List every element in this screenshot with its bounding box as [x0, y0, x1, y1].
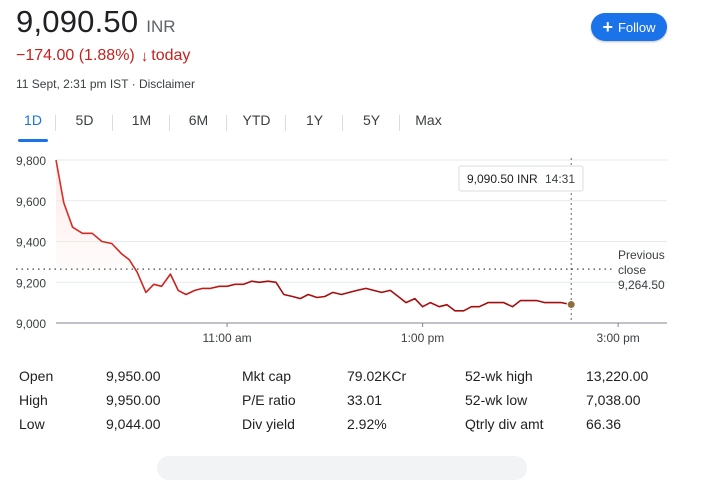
price-area: [56, 160, 572, 270]
stat-label-52wk-low: 52-wk low: [465, 392, 528, 408]
stat-label-mkt-cap: Mkt cap: [242, 368, 292, 384]
change-period: today: [151, 47, 191, 64]
stat-label-pe-ratio: P/E ratio: [242, 392, 296, 408]
previous-close-label: Previous: [618, 248, 665, 262]
tab-max[interactable]: Max: [400, 112, 457, 136]
tab-label: 1M: [131, 112, 152, 128]
x-tick-label: 3:00 pm: [596, 331, 639, 345]
y-tick-label: 9,000: [16, 317, 46, 331]
quote-header: 9,090.50 INR: [16, 4, 176, 40]
change-value: −174.00 (1.88%): [16, 47, 135, 64]
hover-tooltip: [458, 165, 584, 192]
range-tabs: 1D 5D 1M 6M YTD 1Y 5Y Max: [10, 112, 457, 142]
tab-ytd[interactable]: YTD: [227, 112, 286, 136]
tooltip-price: 9,090.50 INR: [467, 172, 538, 186]
tab-1m[interactable]: 1M: [113, 112, 170, 136]
plus-icon: +: [602, 17, 613, 37]
stat-value-52wk-high: 13,220.00: [586, 368, 649, 384]
stat-value-mkt-cap: 79.02KCr: [347, 368, 407, 384]
stat-value-pe-ratio: 33.01: [347, 392, 383, 408]
hover-point: [566, 300, 576, 310]
tab-label: 5Y: [362, 112, 381, 128]
stat-value-52wk-low: 7,038.00: [586, 392, 641, 408]
x-tick-label: 1:00 pm: [401, 331, 444, 345]
stat-value-qtrly-div: 66.36: [586, 416, 622, 432]
stat-label-high: High: [19, 392, 48, 408]
y-tick-label: 9,800: [16, 154, 46, 168]
y-tick-label: 9,600: [16, 195, 46, 209]
stat-value-open: 9,950.00: [106, 368, 161, 384]
current-price: 9,090.50: [16, 4, 139, 39]
tab-label: 1Y: [305, 112, 324, 128]
tab-5y[interactable]: 5Y: [343, 112, 400, 136]
previous-close-value: 9,264.50: [618, 278, 665, 292]
tab-label: Max: [415, 112, 442, 128]
arrow-down-icon: ↓: [140, 47, 149, 65]
tab-label: YTD: [242, 112, 271, 128]
tab-label: 5D: [75, 112, 94, 128]
tab-label: 6M: [188, 112, 209, 128]
price-chart[interactable]: 9,800 9,600 9,400 9,200 9,000 11:00 am 1:00 pm…: [0, 150, 722, 355]
tab-label: 1D: [24, 112, 42, 128]
stat-label-52wk-high: 52-wk high: [465, 368, 533, 384]
previous-close-label: close: [618, 263, 646, 277]
more-about-pill[interactable]: [157, 456, 527, 480]
stat-label-low: Low: [19, 416, 45, 432]
y-tick-label: 9,400: [16, 236, 46, 250]
tab-1y[interactable]: 1Y: [286, 112, 343, 136]
tooltip-time: 14:31: [545, 172, 575, 186]
timestamp-disclaimer[interactable]: 11 Sept, 2:31 pm IST · Disclaimer: [16, 77, 195, 91]
tab-5d[interactable]: 5D: [56, 112, 113, 136]
tab-1d[interactable]: 1D: [10, 112, 56, 142]
stat-label-div-yield: Div yield: [242, 416, 295, 432]
y-tick-label: 9,200: [16, 276, 46, 290]
stat-value-div-yield: 2.92%: [347, 416, 387, 432]
stat-value-high: 9,950.00: [106, 392, 161, 408]
price-change: −174.00 (1.88%) ↓ today: [16, 47, 190, 65]
stat-label-open: Open: [19, 368, 54, 384]
follow-label: Follow: [617, 19, 656, 35]
follow-button[interactable]: + Follow: [591, 13, 667, 41]
stat-label-qtrly-div: Qtrly div amt: [465, 416, 544, 432]
currency-label: INR: [146, 17, 176, 36]
tab-6m[interactable]: 6M: [170, 112, 227, 136]
x-tick-label: 11:00 am: [203, 331, 252, 345]
active-tab-indicator: [18, 139, 48, 142]
price-line: [55, 159, 572, 312]
stat-value-low: 9,044.00: [106, 416, 161, 432]
